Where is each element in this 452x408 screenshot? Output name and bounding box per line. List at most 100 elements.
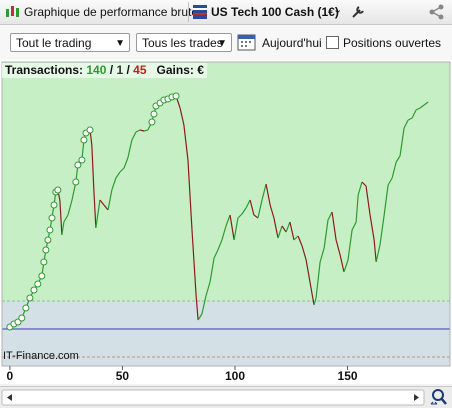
new-high-marker <box>78 156 86 164</box>
new-high-marker <box>80 136 88 144</box>
instrument-dropdown[interactable]: US Tech 100 Cash (1€) <box>211 5 339 19</box>
rising-segment <box>123 157 129 169</box>
rising-segment <box>383 184 389 217</box>
rising-segment <box>343 259 349 273</box>
new-high-marker <box>44 236 52 244</box>
new-high-marker <box>34 280 42 288</box>
new-high-marker <box>72 178 80 186</box>
new-high-marker <box>22 304 30 312</box>
new-high-marker <box>54 186 62 194</box>
zoom-icon[interactable] <box>430 389 447 405</box>
stats-header: Transactions: 140 / 1 / 45 Gains: € <box>2 63 207 78</box>
rising-segment <box>391 161 397 179</box>
new-high-marker <box>42 246 50 254</box>
rising-segment <box>313 297 317 306</box>
rising-segment <box>355 194 359 223</box>
trades-select[interactable]: Tous les trades ▼ <box>136 33 232 52</box>
settings-icon[interactable] <box>350 4 366 20</box>
calendar-icon[interactable] <box>237 32 257 52</box>
rising-segment <box>213 249 219 259</box>
plot-border <box>1 61 451 367</box>
rising-segment <box>293 235 299 241</box>
falling-segment <box>365 185 371 216</box>
instrument-flag <box>193 5 207 19</box>
scrollbar-graphics <box>1 389 447 406</box>
falling-segment <box>305 259 311 283</box>
rising-segment <box>217 239 223 251</box>
falling-segment <box>195 294 199 321</box>
falling-segment <box>265 183 271 206</box>
new-high-marker <box>48 214 56 222</box>
x-tick-label: 0 <box>7 369 14 383</box>
falling-segment <box>361 181 367 187</box>
falling-segment <box>103 204 109 211</box>
rising-segment <box>415 107 421 111</box>
new-high-marker <box>50 201 58 209</box>
rising-segment <box>277 225 283 239</box>
new-high-marker <box>18 314 26 322</box>
rising-segment <box>411 109 417 119</box>
losses: 45 <box>133 63 147 77</box>
falling-segment <box>373 239 377 263</box>
rising-segment <box>131 131 137 141</box>
rising-segment <box>315 261 321 299</box>
rising-segment <box>209 257 215 283</box>
new-high-marker <box>40 258 48 266</box>
rising-segment <box>285 221 291 233</box>
rising-segment <box>119 167 125 173</box>
open-positions-checkbox[interactable] <box>326 36 339 49</box>
falling-segment <box>253 214 259 219</box>
filter-bar: Tout le trading ▼ Tous les trades ▼ Aujour… <box>0 25 452 60</box>
falling-segment <box>273 217 279 239</box>
rising-segment <box>95 199 101 229</box>
watermark: IT-Finance.com <box>3 350 79 362</box>
falling-segment <box>93 189 97 229</box>
scroll-track[interactable] <box>1 389 425 406</box>
loss-zone <box>2 301 450 366</box>
rising-segment <box>111 177 117 191</box>
rising-segment <box>115 171 121 179</box>
toolbar-title: Graphique de performance brute <box>24 5 199 19</box>
rising-segment <box>127 139 133 159</box>
new-high-marker <box>38 272 46 280</box>
falling-segment <box>297 235 303 247</box>
x-tick-label: 150 <box>338 369 358 383</box>
falling-segment <box>289 221 295 241</box>
period-select[interactable]: Tout le trading ▼ <box>10 33 130 52</box>
rising-segment <box>63 214 69 223</box>
dropdown-arrow[interactable]: ⌄ <box>333 4 343 16</box>
open-positions-label[interactable]: Positions ouvertes <box>343 36 442 50</box>
rising-segment <box>197 313 203 321</box>
rising-segment <box>225 214 231 227</box>
falling-segment <box>187 159 193 231</box>
new-high-marker <box>148 118 156 126</box>
scroll-left[interactable] <box>7 394 12 401</box>
rising-segment <box>419 104 425 109</box>
rising-segment <box>319 247 325 263</box>
falling-segment <box>309 281 315 306</box>
falling-segment <box>183 124 189 161</box>
rising-segment <box>357 181 363 196</box>
rising-segment <box>67 199 73 216</box>
trades-value: Tous les trades <box>142 36 223 50</box>
falling-segment <box>369 214 375 241</box>
rising-segment <box>221 225 227 241</box>
select-arrow: ▼ <box>217 38 227 49</box>
share-icon[interactable] <box>428 3 446 21</box>
rising-segment <box>375 244 381 263</box>
rising-segment <box>205 281 211 297</box>
falling-segment <box>91 144 95 191</box>
scroll-right[interactable] <box>414 394 419 401</box>
new-high-marker <box>46 226 54 234</box>
rising-segment <box>379 215 385 246</box>
x-tick-label: 50 <box>116 369 130 383</box>
rising-segment <box>347 229 353 261</box>
rising-segment <box>233 217 239 241</box>
falling-segment <box>281 225 287 233</box>
rising-segment <box>257 199 263 219</box>
rising-segment <box>399 127 405 157</box>
rising-segment <box>241 207 247 215</box>
today-button[interactable]: Aujourd'hui <box>262 36 322 50</box>
